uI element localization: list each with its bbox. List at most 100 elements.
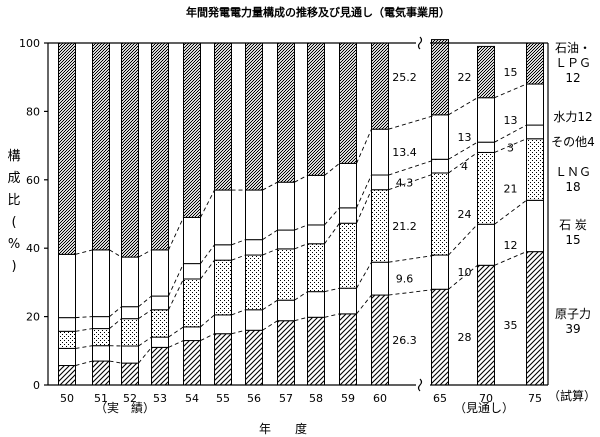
connector-s0-65 <box>448 264 478 290</box>
bar-57-s1 <box>277 299 295 322</box>
x-tick-label: 58 <box>309 392 323 405</box>
bar-57-s5 <box>277 42 295 183</box>
connector-s0-52 <box>138 347 152 364</box>
y-axis-label-char: 構 <box>7 149 20 164</box>
bar-53-s0 <box>151 346 169 386</box>
bar-54-s4 <box>183 216 201 265</box>
bar-56-s3 <box>245 239 263 256</box>
bar-50-s2 <box>58 330 76 349</box>
connector-s0-58 <box>324 313 340 318</box>
data-label-70: 12 <box>504 239 518 252</box>
connector-s2-53 <box>168 278 184 310</box>
bar-53-s3 <box>151 295 169 311</box>
y-axis-label-char: % <box>8 237 20 252</box>
connector-s0-59 <box>356 294 372 315</box>
x-tick-label: 51 <box>94 392 108 405</box>
connector-s2-55 <box>231 254 246 261</box>
connector-s4-50 <box>75 249 93 255</box>
bar-60-s4 <box>371 128 389 176</box>
chart-title: 年間発電電力量構成の推移及び見通し（電気事業用） <box>186 5 450 19</box>
x-tick-label: 52 <box>123 392 137 405</box>
x-tick-label: 53 <box>153 392 167 405</box>
bar-57-s0 <box>277 320 295 386</box>
connector-s3-54 <box>200 244 215 264</box>
bar-59-s3 <box>339 207 357 224</box>
series-label-水力: 水力12 <box>553 110 592 124</box>
connector-s2-60 <box>388 172 437 191</box>
bar-65-s4 <box>431 114 449 160</box>
bar-52-s2 <box>121 318 139 347</box>
bar-70-s0 <box>477 264 495 386</box>
series-label-原子力: 原子力 <box>555 307 591 321</box>
y-axis-label-char: ( <box>11 215 16 230</box>
x-tick-label: 65 <box>433 392 447 405</box>
bar-52-s5 <box>121 42 139 258</box>
connector-s2-65 <box>448 152 478 174</box>
bar-57-s4 <box>277 181 295 231</box>
bar-54-s3 <box>183 263 201 280</box>
bar-57-s2 <box>277 248 295 301</box>
group-label-forecast: （見通し） <box>454 401 514 415</box>
bar-58-s5 <box>307 42 325 176</box>
connector-s1-59 <box>356 261 372 289</box>
x-tick-label: 75 <box>528 392 542 405</box>
bar-70-s1 <box>477 223 495 266</box>
bar-65-s2 <box>431 172 449 256</box>
bar-70-s5 <box>477 45 495 99</box>
bars <box>58 39 544 386</box>
connector-s4-53 <box>168 217 184 251</box>
connector-s4-52 <box>138 249 152 258</box>
data-label-70: 21 <box>504 182 518 195</box>
series-label-石油・ＬＰＧ: 12 <box>565 71 580 85</box>
x-tick-label: 54 <box>185 392 199 405</box>
connector-s4-56 <box>262 181 278 191</box>
connector-s2-57 <box>294 243 308 250</box>
bar-60-s2 <box>371 189 389 263</box>
connector-s1-50 <box>75 345 93 349</box>
connector-s0-56 <box>262 320 278 331</box>
y-axis-label-char: ) <box>11 259 16 274</box>
data-label-65: 22 <box>458 71 472 84</box>
bar-56-s2 <box>245 254 263 311</box>
series-label-石油・ＬＰＧ: 石油・ <box>555 41 591 55</box>
connector-s3-60 <box>388 158 437 176</box>
bar-59-s0 <box>339 313 357 386</box>
bar-75-s4 <box>526 83 544 126</box>
bar-54-s1 <box>183 326 201 342</box>
connector-s4-60 <box>388 114 437 130</box>
data-label-65: 10 <box>458 266 472 279</box>
series-label-石油・ＬＰＧ: ＬＰＧ <box>555 56 591 70</box>
connector-s3-51 <box>109 306 122 317</box>
y-axis-label: 構成比 (%) <box>7 149 20 274</box>
data-label-65: 28 <box>458 331 472 344</box>
bar-55-s2 <box>214 259 232 316</box>
series-label-石炭: 石 炭 <box>559 218 587 232</box>
bar-65-s0 <box>431 288 449 386</box>
connector-s0-54 <box>200 333 215 341</box>
data-label-60: 26.3 <box>392 334 417 347</box>
bar-51-s0 <box>92 360 110 386</box>
connector-s1-70 <box>494 199 527 225</box>
bar-65-s5 <box>431 39 449 116</box>
bar-75-s5 <box>526 42 544 85</box>
connector-s4-51 <box>109 249 122 258</box>
x-axis-label: 年 度 <box>259 421 307 436</box>
data-label-65: 4 <box>461 160 468 173</box>
connector-s0-53 <box>168 340 184 348</box>
connector-s1-56 <box>262 299 278 311</box>
axes <box>47 36 549 392</box>
bar-53-s2 <box>151 309 169 338</box>
connector-s0-50 <box>75 360 93 366</box>
connector-s2-54 <box>200 259 215 280</box>
data-label-70: 13 <box>504 114 518 127</box>
data-label-60: 25.2 <box>392 71 417 84</box>
connector-s1-53 <box>168 326 184 338</box>
data-label-60: 9.6 <box>396 273 414 286</box>
bar-50-s1 <box>58 347 76 367</box>
connector-s3-65 <box>448 141 478 160</box>
bar-70-s2 <box>477 151 495 225</box>
x-tick-label: 56 <box>247 392 261 405</box>
x-tick-label: 50 <box>60 392 74 405</box>
connector-s1-52 <box>138 336 152 347</box>
connector-s3-58 <box>324 207 340 226</box>
